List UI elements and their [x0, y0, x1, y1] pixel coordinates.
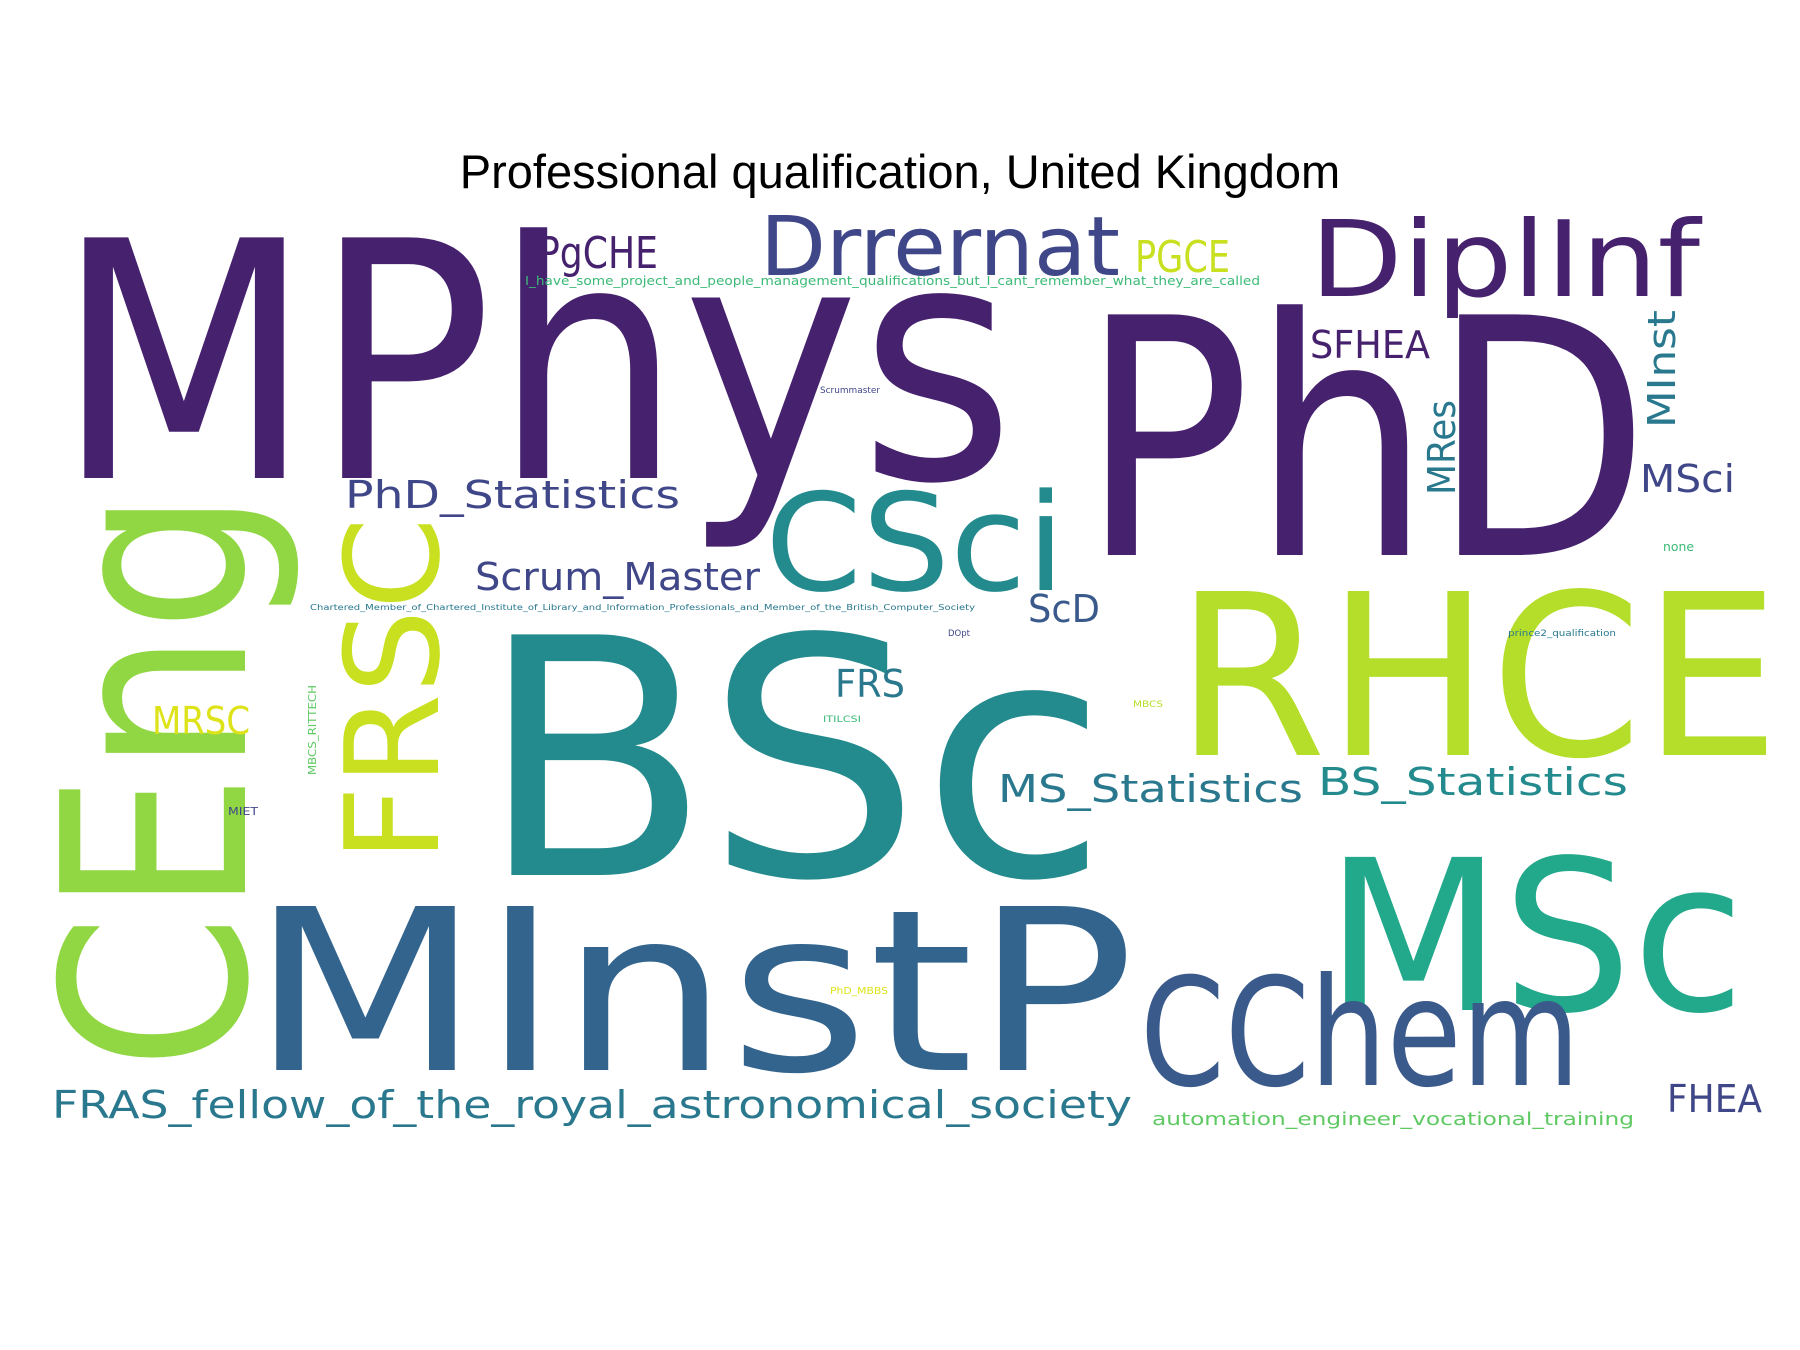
word-pgche: PgCHE [538, 228, 658, 279]
word-fhea: FHEA [1667, 1077, 1762, 1121]
word-phd-statistics: PhD_Statistics [345, 473, 680, 517]
word-dopt: DOpt [948, 629, 970, 639]
word-mbcs: MBCS [1133, 700, 1163, 710]
word-i-have-some-project-and-people-managemen: I_have_some_project_and_people_managemen… [525, 274, 1260, 288]
word-frs: FRS [835, 662, 905, 706]
word-mres: MRes [1420, 400, 1464, 495]
word-scrummaster: Scrummaster [820, 386, 880, 396]
word-ceng: CEng [9, 490, 306, 1070]
word-automation-engineer-vocational-training: automation_engineer_vocational_training [1152, 1109, 1634, 1130]
word-phd: PhD [1080, 249, 1650, 633]
word-itilcsi: ITILCSI [823, 715, 861, 725]
word-scrum-master: Scrum_Master [475, 555, 760, 599]
word-none: none [1663, 540, 1694, 554]
word-minst: MInst [1640, 310, 1684, 428]
word-mbcs-rittech: MBCS_RITTECH [306, 685, 319, 775]
word-fras-fellow-of-the-royal-astronomical-so: FRAS_fellow_of_the_royal_astronomical_so… [52, 1083, 1132, 1127]
word-cchem: CChem [1140, 947, 1580, 1121]
word-msci: MSci [1640, 457, 1735, 501]
word-csci: CSci [765, 465, 1065, 622]
word-sfhea: SFHEA [1310, 323, 1430, 367]
word-bs-statistics: BS_Statistics [1318, 760, 1628, 804]
word-msc: MSc [1325, 815, 1745, 1060]
word-drrernat: Drrernat [760, 200, 1120, 295]
word-mrsc: MRSC [152, 699, 250, 743]
word-pgce: PGCE [1135, 232, 1230, 283]
word-diplinf: DiplInf [1310, 199, 1702, 321]
word-prince2-qualification: prince2_qualification [1508, 629, 1616, 639]
word-phd-mbbs: PhD_MBBS [830, 986, 888, 997]
word-rhce: RHCE [1175, 547, 1780, 809]
word-mphys: MPhys [55, 172, 1015, 556]
word-miet: MIET [228, 805, 258, 818]
word-chartered-member-of-chartered-institute-: Chartered_Member_of_Chartered_Institute_… [310, 603, 975, 612]
word-bsc: BSc [478, 569, 1108, 953]
word-scd: ScD [1028, 587, 1100, 631]
chart-title: Professional qualification, United Kingd… [459, 145, 1341, 198]
word-minstp: MInstP [250, 862, 1135, 1124]
word-frsc: FRSC [317, 517, 469, 862]
word-ms-statistics: MS_Statistics [998, 767, 1303, 811]
